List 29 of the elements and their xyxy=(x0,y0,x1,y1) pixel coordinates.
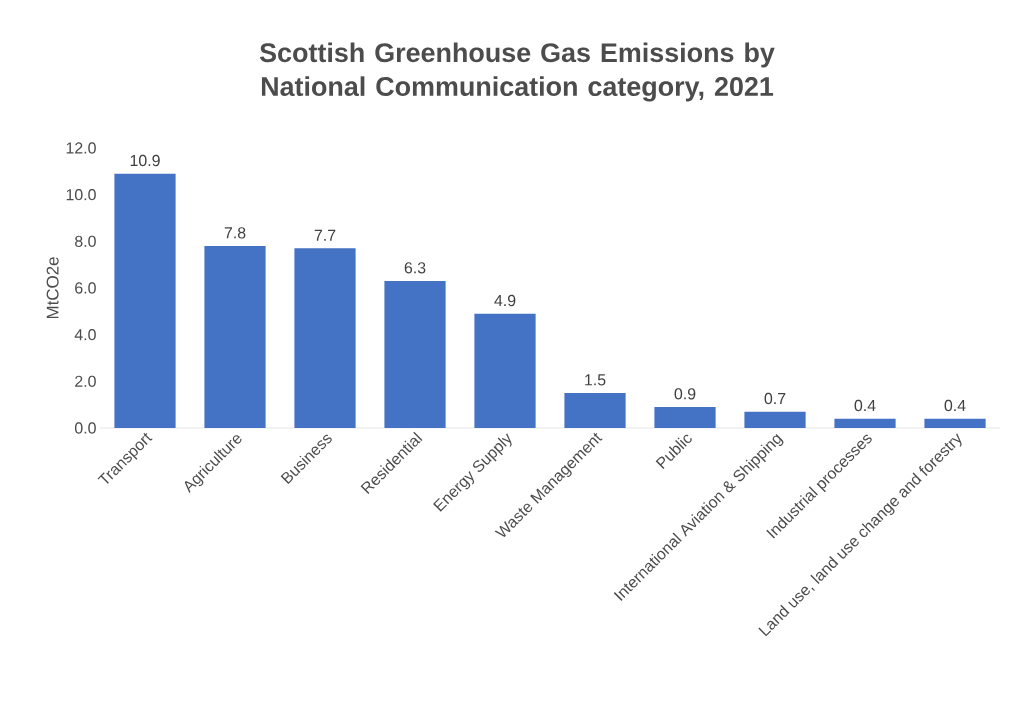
bar xyxy=(924,418,986,428)
data-label: 0.7 xyxy=(764,392,786,405)
y-tick-label: 12.0 xyxy=(66,142,96,154)
data-label: 7.8 xyxy=(224,227,246,239)
data-label: 0.4 xyxy=(854,399,876,412)
data-label: 0.4 xyxy=(944,399,966,412)
y-axis-title: MtCO2e xyxy=(46,257,59,319)
bar xyxy=(654,406,716,428)
y-tick-label: 8.0 xyxy=(75,235,96,247)
y-tick-label: 4.0 xyxy=(74,329,96,341)
bar xyxy=(114,173,176,428)
data-label: 1.5 xyxy=(585,374,606,386)
y-tick-label: 6.0 xyxy=(75,282,96,294)
bar xyxy=(564,392,626,428)
data-label: 7.7 xyxy=(314,229,336,241)
y-tick-label: 2.0 xyxy=(75,375,96,387)
bar xyxy=(744,411,806,428)
data-label: 0.9 xyxy=(674,388,696,400)
bar xyxy=(834,418,896,428)
data-label: 6.3 xyxy=(404,262,426,274)
bar xyxy=(384,280,446,428)
bar xyxy=(294,248,356,428)
bar xyxy=(204,245,266,428)
y-tick-label: 0.0 xyxy=(74,422,96,434)
y-tick-label: 10.0 xyxy=(66,189,96,201)
bar xyxy=(474,313,536,428)
chart-title: Scottish Greenhouse Gas Emissions by National Communication category, 2021 xyxy=(259,42,775,102)
data-label: 10.9 xyxy=(130,154,160,167)
data-label: 4.9 xyxy=(494,294,516,307)
